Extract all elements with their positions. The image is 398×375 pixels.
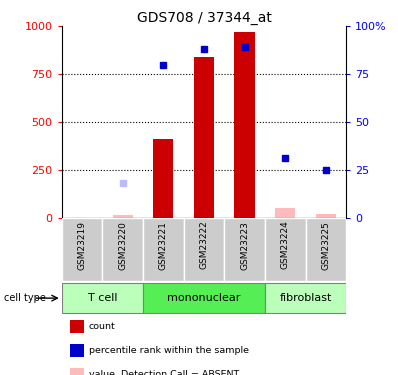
Text: GSM23219: GSM23219 — [78, 220, 86, 270]
Bar — [275, 208, 295, 218]
Bar — [194, 57, 214, 217]
Bar — [224, 217, 265, 281]
Text: GSM23220: GSM23220 — [118, 220, 127, 270]
Bar — [102, 217, 143, 281]
Bar — [62, 217, 102, 281]
Bar — [143, 283, 265, 314]
Bar — [153, 139, 174, 218]
Bar — [143, 217, 183, 281]
Bar — [265, 217, 306, 281]
Bar — [265, 283, 346, 314]
Text: count: count — [89, 322, 115, 331]
Text: GSM23224: GSM23224 — [281, 220, 290, 269]
Bar — [234, 32, 255, 217]
Bar — [306, 217, 346, 281]
Text: percentile rank within the sample: percentile rank within the sample — [89, 346, 249, 355]
Bar — [62, 283, 143, 314]
Title: GDS708 / 37344_at: GDS708 / 37344_at — [137, 11, 271, 25]
Text: GSM23223: GSM23223 — [240, 220, 249, 270]
Text: GSM23221: GSM23221 — [159, 220, 168, 270]
Text: cell type: cell type — [4, 293, 46, 303]
Text: GSM23222: GSM23222 — [199, 220, 209, 269]
Bar — [183, 217, 224, 281]
Text: T cell: T cell — [88, 293, 117, 303]
Text: GSM23225: GSM23225 — [322, 220, 330, 270]
Text: value, Detection Call = ABSENT: value, Detection Call = ABSENT — [89, 370, 239, 375]
Text: fibroblast: fibroblast — [279, 293, 332, 303]
Bar — [316, 214, 336, 217]
Bar — [113, 214, 133, 217]
Text: mononuclear: mononuclear — [167, 293, 241, 303]
